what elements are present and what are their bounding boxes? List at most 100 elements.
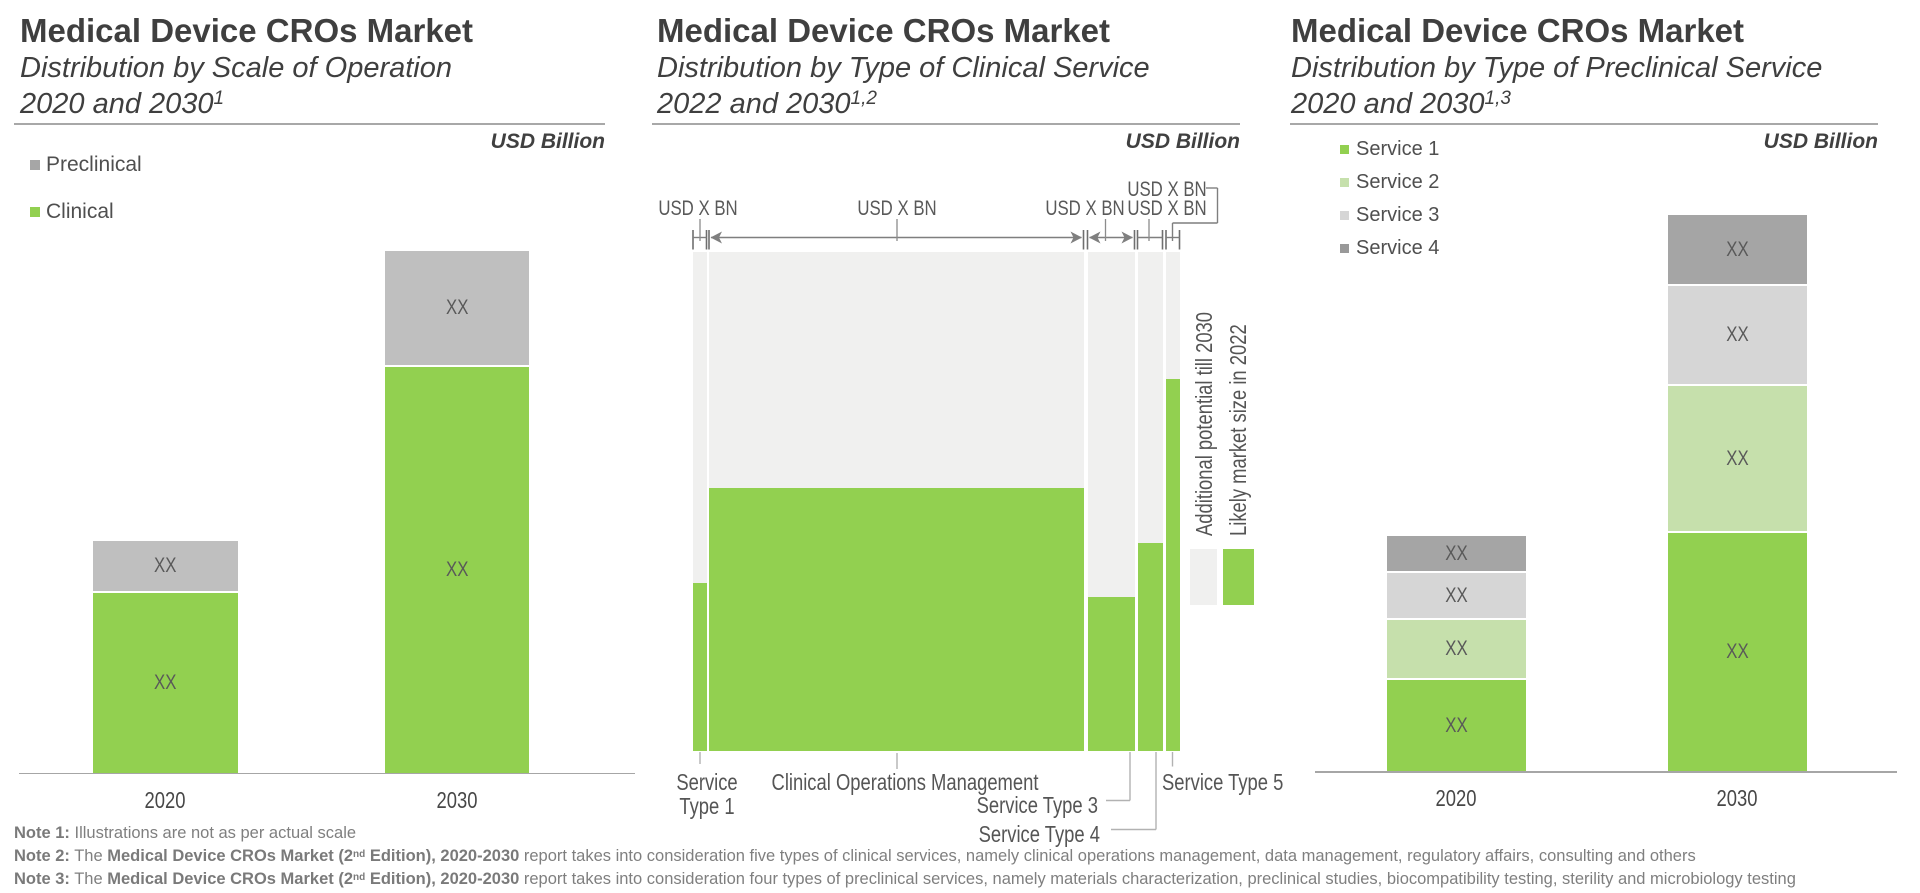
legend-swatch — [1340, 210, 1349, 220]
bar-segment — [93, 540, 238, 591]
legend-label: Service 1 — [1356, 137, 1440, 160]
legend-label: Service 4 — [1356, 236, 1440, 259]
x-axis — [19, 772, 635, 774]
segment-value-label: XX — [1725, 237, 1749, 261]
note-segment: The — [69, 847, 108, 865]
segment-value-label: XX — [445, 557, 468, 581]
segment-value-label: XX — [1444, 713, 1468, 737]
note-line: Note 3: The Medical Device CROs Market (… — [14, 868, 1796, 891]
legend-item: Clinical — [30, 200, 142, 224]
bar-segment — [1386, 536, 1526, 571]
marimekko-column-likely — [693, 582, 707, 751]
note-line: Note 2: The Medical Device CROs Market (… — [14, 845, 1796, 868]
arrow-head-right — [1121, 231, 1133, 244]
segment-value-label: XX — [1725, 446, 1749, 470]
x-axis — [1315, 771, 1897, 773]
legend-swatch-likely — [1222, 549, 1254, 605]
note-segment: Note 3: — [14, 870, 70, 888]
segment-value-label: XX — [1725, 323, 1749, 346]
category-label: Service Type 4 — [978, 821, 1100, 847]
panel3-title: Medical Device CROs Market — [1291, 12, 1745, 49]
category-label: Service Type 5 — [1162, 769, 1284, 795]
legend-swatch — [30, 207, 40, 217]
panel3-subtitle: Distribution by Type of Preclinical Serv… — [1291, 50, 1822, 122]
dim-label: USD X BN — [1127, 197, 1207, 220]
panel1-unit-label: USD Billion — [490, 130, 605, 153]
note-segment: Edition), 2020-2030 — [365, 870, 520, 888]
notes: Note 1: Illustrations are not as per act… — [14, 822, 1796, 891]
category-label: Service Type 3 — [976, 792, 1098, 818]
dim-label: USD X BN — [856, 197, 937, 220]
category-label: 2020 — [144, 786, 186, 813]
note-segment: report takes into consideration four typ… — [519, 870, 1796, 888]
category-label: 2020 — [1435, 785, 1477, 811]
rotated-legend-label: Additional potential till 2030 — [1191, 311, 1217, 536]
rotated-legend-label: Likely market size in 2022 — [1225, 324, 1251, 536]
legend-swatch-additional — [1190, 549, 1217, 605]
note-segment: Medical Device CROs Market (2 — [107, 870, 354, 888]
marimekko-column-likely — [709, 487, 1084, 751]
note-segment: The — [69, 870, 108, 888]
marimekko-column-likely — [1137, 543, 1163, 751]
segment-value-label: XX — [154, 553, 177, 577]
note-segment: Edition), 2020-2030 — [365, 847, 520, 865]
panel3-subtitle-line1: Distribution by Type of Preclinical Serv… — [1291, 52, 1823, 84]
marimekko-column-likely — [1087, 596, 1135, 751]
segment-value-label: XX — [445, 295, 468, 319]
panel3-legend: Service 1 Service 2 Service 3 Service 4 — [1340, 138, 1439, 270]
note-segment: Note 2: — [14, 847, 70, 865]
dim-label: USD X BN — [1127, 178, 1207, 201]
segment-value-label: XX — [1444, 541, 1468, 565]
bar-segment — [1667, 533, 1807, 771]
panel2-title: Medical Device CROs Market — [657, 12, 1111, 49]
panel2-divider — [652, 123, 1240, 125]
bar-segment — [384, 366, 529, 773]
bar-segment — [1386, 573, 1526, 618]
legend-label: Preclinical — [46, 153, 142, 176]
marimekko-column-likely — [1166, 379, 1180, 751]
legend-swatch — [1340, 144, 1349, 154]
bar-segment — [93, 592, 238, 773]
note-segment: nd — [353, 872, 366, 883]
legend-item: Service 2 — [1340, 171, 1439, 193]
legend-label: Service 3 — [1356, 203, 1440, 226]
bar-segment — [1667, 215, 1807, 284]
legend-label: Clinical — [46, 200, 114, 223]
legend-label: Service 2 — [1356, 170, 1440, 193]
panel3-footnote-ref: 1,3 — [1484, 88, 1511, 110]
bar-segment — [1386, 680, 1526, 771]
panel1-title: Medical Device CROs Market — [20, 12, 474, 49]
arrow-head-left — [710, 231, 722, 244]
legend-swatch — [1340, 177, 1349, 187]
panel2-period: 2022 and 2030 — [657, 88, 851, 120]
panel3-period: 2020 and 2030 — [1291, 88, 1485, 120]
panel1-subtitle: Distribution by Scale of Operation 2020 a… — [20, 50, 452, 122]
legend-swatch — [30, 160, 40, 170]
note-segment: nd — [353, 849, 366, 860]
bar-segment — [1667, 386, 1807, 531]
panel2-subtitle: Distribution by Type of Clinical Service… — [657, 50, 1150, 122]
segment-value-label: XX — [1444, 637, 1468, 660]
category-label: Clinical Operations Management — [771, 769, 1039, 795]
note-segment: Illustrations are not as per actual scal… — [69, 824, 357, 842]
panel3-divider — [1290, 123, 1878, 125]
note-segment: Medical Device CROs Market (2 — [107, 847, 354, 865]
category-label: 2030 — [436, 786, 478, 813]
arrow-head-right — [1070, 231, 1082, 244]
legend-item: Service 4 — [1340, 237, 1439, 259]
segment-value-label: XX — [154, 670, 177, 694]
note-segment: Note 1: — [14, 824, 70, 842]
panel1-divider — [14, 123, 605, 125]
dim-label: USD X BN — [658, 197, 738, 220]
legend-swatch — [1340, 243, 1349, 253]
dim-label: USD X BN — [1045, 197, 1125, 220]
arrow-head-left — [1089, 231, 1101, 244]
note-segment: report takes into consideration five typ… — [519, 847, 1696, 865]
panel1-period: 2020 and 2030 — [20, 88, 214, 120]
note-line: Note 1: Illustrations are not as per act… — [14, 822, 1796, 845]
category-label: 2030 — [1716, 785, 1758, 811]
panel2-footnote-ref: 1,2 — [850, 88, 877, 110]
segment-value-label: XX — [1725, 640, 1749, 663]
